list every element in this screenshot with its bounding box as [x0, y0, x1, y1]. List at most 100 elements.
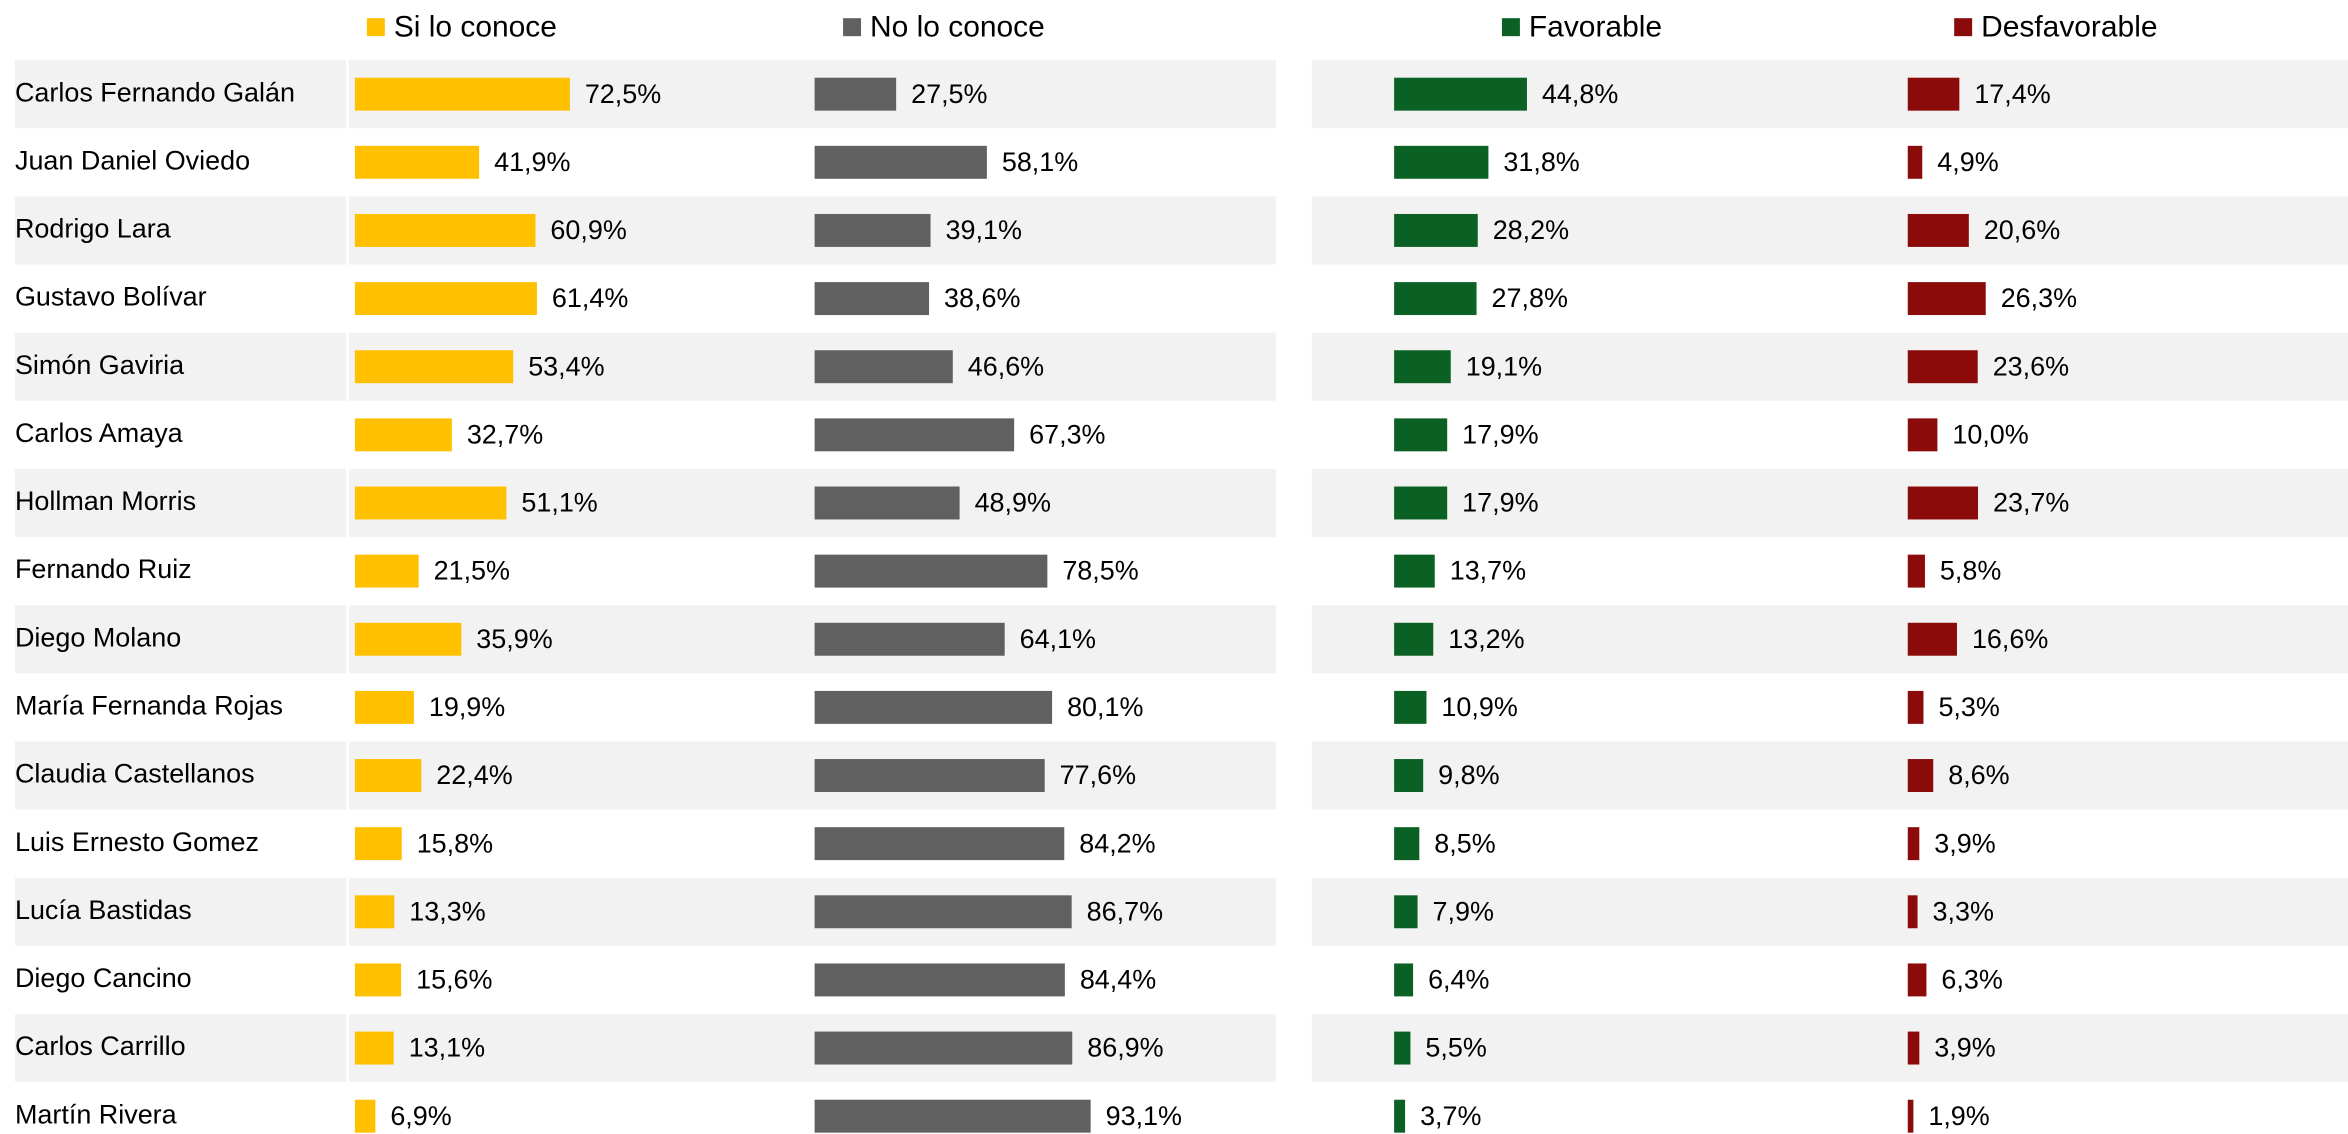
value-label: 9,8%	[1438, 760, 1499, 790]
bar	[1907, 554, 1925, 588]
value-label: 3,7%	[1420, 1101, 1481, 1131]
value-label: 13,1%	[409, 1033, 485, 1063]
divider	[345, 60, 349, 1134]
row-label: Diego Molano	[15, 622, 181, 652]
bar	[354, 1031, 394, 1065]
bar	[1907, 486, 1979, 520]
bar	[354, 418, 452, 452]
row-label: Diego Cancino	[15, 963, 192, 993]
bar	[1907, 622, 1957, 656]
value-label: 78,5%	[1062, 556, 1138, 586]
row-label: Carlos Amaya	[15, 418, 183, 448]
bar	[814, 418, 1015, 452]
value-label: 22,4%	[436, 760, 512, 790]
legend-label: Desfavorable	[1981, 11, 2157, 44]
value-label: 8,5%	[1434, 828, 1495, 858]
row-band	[1311, 741, 2348, 810]
value-label: 20,6%	[1984, 215, 2060, 245]
value-label: 86,7%	[1087, 896, 1163, 926]
bar	[1394, 486, 1448, 520]
row-band	[1311, 468, 2348, 538]
value-label: 6,3%	[1941, 965, 2002, 995]
value-label: 21,5%	[434, 556, 510, 586]
value-label: 26,3%	[2001, 283, 2077, 313]
value-label: 3,3%	[1933, 896, 1994, 926]
bar	[1394, 690, 1427, 724]
legend-label: Favorable	[1529, 11, 1662, 44]
value-label: 17,9%	[1462, 488, 1538, 518]
bar	[354, 1099, 376, 1133]
bar	[814, 145, 987, 179]
value-label: 23,7%	[1993, 488, 2069, 518]
row-band	[14, 60, 1276, 129]
bar	[814, 282, 930, 316]
bar	[814, 759, 1045, 792]
value-label: 3,9%	[1934, 828, 1995, 858]
bar	[1907, 418, 1938, 452]
bar	[354, 895, 395, 929]
bar	[354, 77, 570, 111]
row-label: Rodrigo Lara	[15, 214, 171, 244]
bar	[1907, 77, 1960, 111]
row-label: Carlos Fernando Galán	[15, 77, 295, 107]
bar	[1394, 350, 1451, 384]
value-label: 17,4%	[1974, 79, 2050, 109]
bar	[814, 963, 1065, 997]
bar	[814, 827, 1065, 861]
value-label: 5,8%	[1940, 556, 2001, 586]
bar	[1907, 1099, 1914, 1133]
row-band	[1311, 877, 2348, 946]
value-label: 10,0%	[1952, 419, 2028, 449]
row-label: Gustavo Bolívar	[15, 282, 207, 312]
value-label: 58,1%	[1002, 147, 1078, 177]
bar	[1907, 350, 1978, 384]
value-label: 7,9%	[1433, 896, 1494, 926]
bar	[1394, 1031, 1411, 1065]
value-label: 3,9%	[1934, 1033, 1995, 1063]
value-label: 72,5%	[585, 79, 661, 109]
bar	[814, 1099, 1091, 1133]
bar	[1907, 827, 1920, 861]
value-label: 84,2%	[1079, 828, 1155, 858]
row-band	[14, 468, 1276, 538]
value-label: 23,6%	[1993, 351, 2069, 381]
bar	[814, 622, 1005, 656]
bar	[1907, 690, 1924, 724]
bar	[1394, 963, 1414, 997]
value-label: 5,5%	[1425, 1033, 1486, 1063]
value-label: 31,8%	[1503, 147, 1579, 177]
value-label: 61,4%	[552, 283, 628, 313]
legend-label: No lo conoce	[870, 11, 1045, 44]
value-label: 38,6%	[944, 283, 1020, 313]
bar	[1394, 418, 1448, 452]
row-label: Fernando Ruiz	[15, 554, 192, 584]
bar	[354, 282, 537, 316]
bar	[814, 77, 897, 111]
bar	[814, 486, 960, 520]
bar	[814, 213, 931, 247]
row-label: Claudia Castellanos	[15, 759, 255, 789]
value-label: 46,6%	[968, 351, 1044, 381]
bar	[354, 690, 414, 724]
value-label: 16,6%	[1972, 624, 2048, 654]
value-label: 32,7%	[467, 419, 543, 449]
row-band	[1311, 196, 2348, 265]
value-label: 6,9%	[390, 1101, 451, 1131]
bar	[354, 827, 402, 861]
legend-swatch	[843, 18, 862, 37]
bar	[1907, 213, 1969, 247]
bar	[1394, 895, 1418, 929]
bar	[1907, 895, 1918, 929]
value-label: 80,1%	[1067, 692, 1143, 722]
row-band	[14, 741, 1276, 810]
row-band	[14, 196, 1276, 265]
value-label: 84,4%	[1080, 965, 1156, 995]
bar	[814, 690, 1053, 724]
row-label: María Fernanda Rojas	[15, 691, 283, 721]
bar	[354, 486, 507, 520]
bar	[354, 145, 480, 179]
value-label: 6,4%	[1428, 965, 1489, 995]
row-label: Carlos Carrillo	[15, 1031, 186, 1061]
row-band	[14, 605, 1276, 674]
